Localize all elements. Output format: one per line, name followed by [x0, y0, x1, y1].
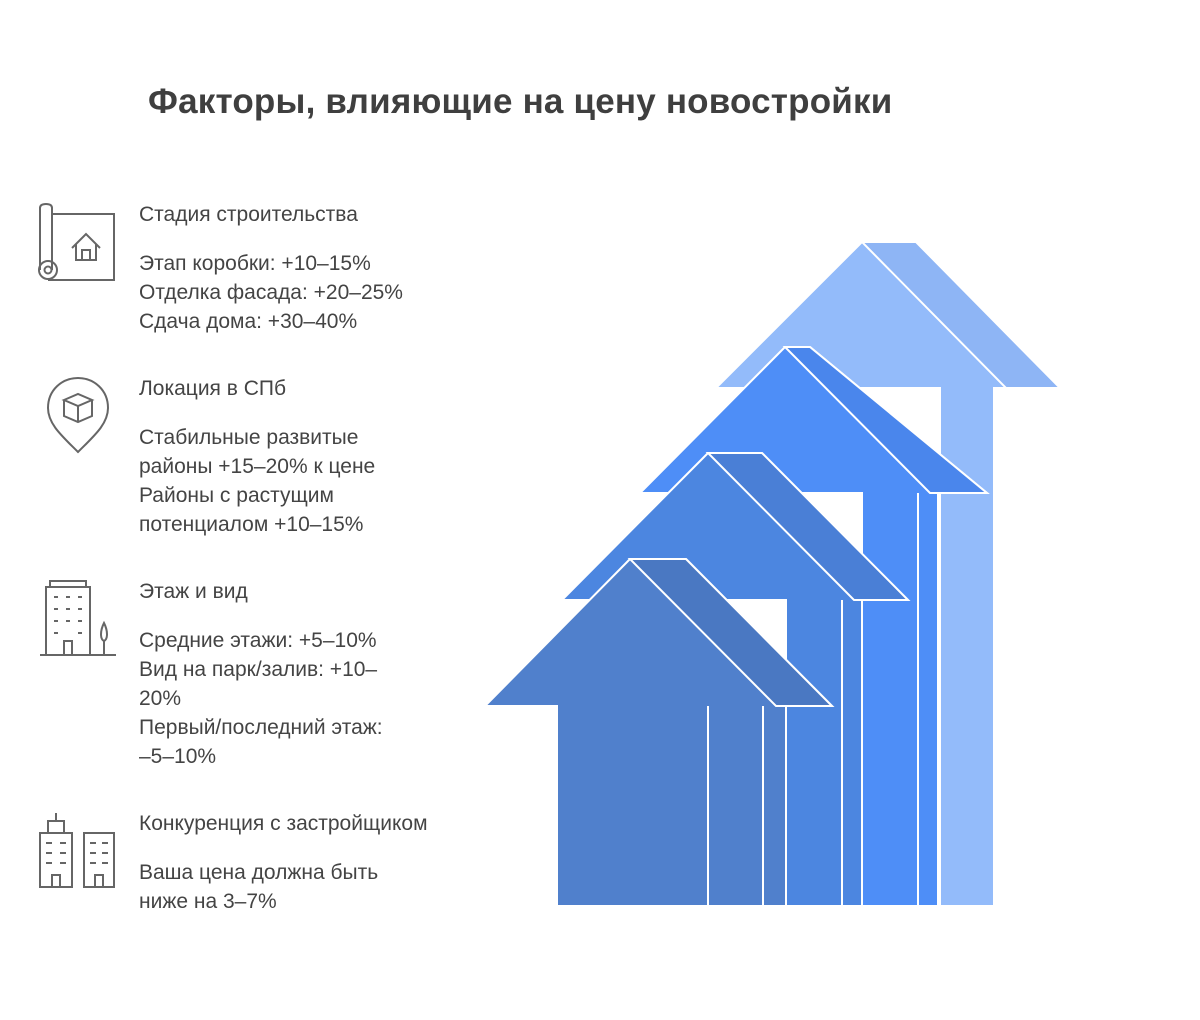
factor-heading: Стадия строительства — [139, 203, 358, 226]
factor-line: Этап коробки: +10–15% — [139, 252, 371, 275]
factor-line: Районы с растущим — [139, 484, 334, 507]
factor-line: Ваша цена должна быть — [139, 861, 379, 884]
factor-heading: Этаж и вид — [139, 580, 248, 603]
factor-line: Отделка фасада: +20–25% — [139, 281, 403, 304]
blueprint-house-icon — [36, 202, 120, 286]
factor-line: Первый/последний этаж: — [139, 716, 383, 739]
factor-line: –5–10% — [139, 745, 217, 768]
competing-buildings-icon — [36, 809, 120, 893]
location-pin-box-icon — [36, 374, 120, 458]
factor-line: районы +15–20% к цене — [139, 455, 376, 478]
factor-heading: Локация в СПб — [139, 377, 287, 400]
page-title: Факторы, влияющие на цену новостройки — [148, 82, 893, 121]
factor-line: Стабильные развитые — [139, 426, 359, 449]
factor-line: Средние этажи: +5–10% — [139, 629, 377, 652]
factor-heading: Конкуренция с застройщиком — [139, 812, 428, 835]
apartment-building-icon — [36, 579, 120, 663]
factor-line: ниже на 3–7% — [139, 890, 277, 913]
arrow-1 — [482, 558, 835, 907]
factor-line: Сдача дома: +30–40% — [139, 310, 358, 333]
factor-line: потенциалом +10–15% — [139, 513, 364, 536]
factor-line: 20% — [139, 687, 182, 710]
factor-line: Вид на парк/залив: +10– — [139, 658, 378, 681]
